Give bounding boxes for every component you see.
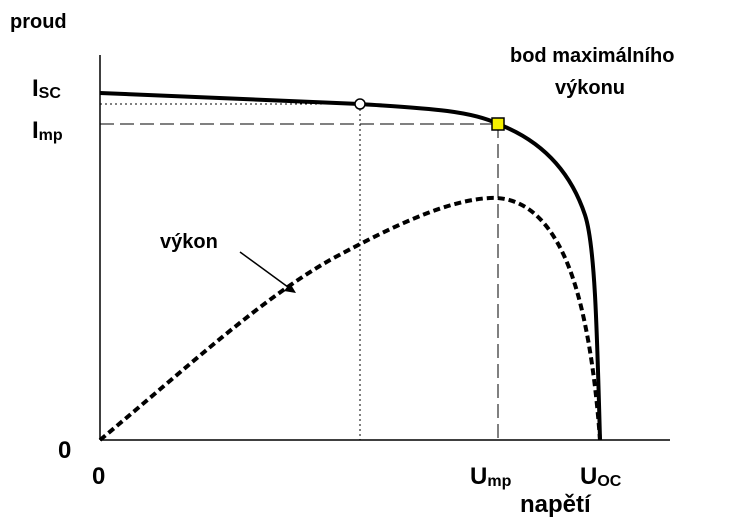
x-tick-label: UOC (580, 463, 622, 490)
annotation: bod maximálního (510, 45, 674, 67)
x-tick-label: 0 (92, 463, 105, 490)
y-tick-label: ISC (32, 75, 61, 102)
max-power-point (491, 117, 505, 131)
x-tick-label: Ump (470, 463, 512, 490)
power-curve (98, 195, 602, 442)
iv-curve (99, 91, 602, 441)
y-tick-label: 0 (58, 437, 71, 464)
x-axis-label: napětí (520, 491, 592, 518)
arrow (239, 251, 293, 291)
annotation: výkon (160, 231, 218, 253)
arrow-head (284, 283, 296, 293)
y-axis-label: proud (10, 11, 67, 33)
point-marker (354, 98, 366, 110)
annotation: výkonu (555, 77, 625, 99)
y-tick-label: Imp (32, 117, 63, 144)
